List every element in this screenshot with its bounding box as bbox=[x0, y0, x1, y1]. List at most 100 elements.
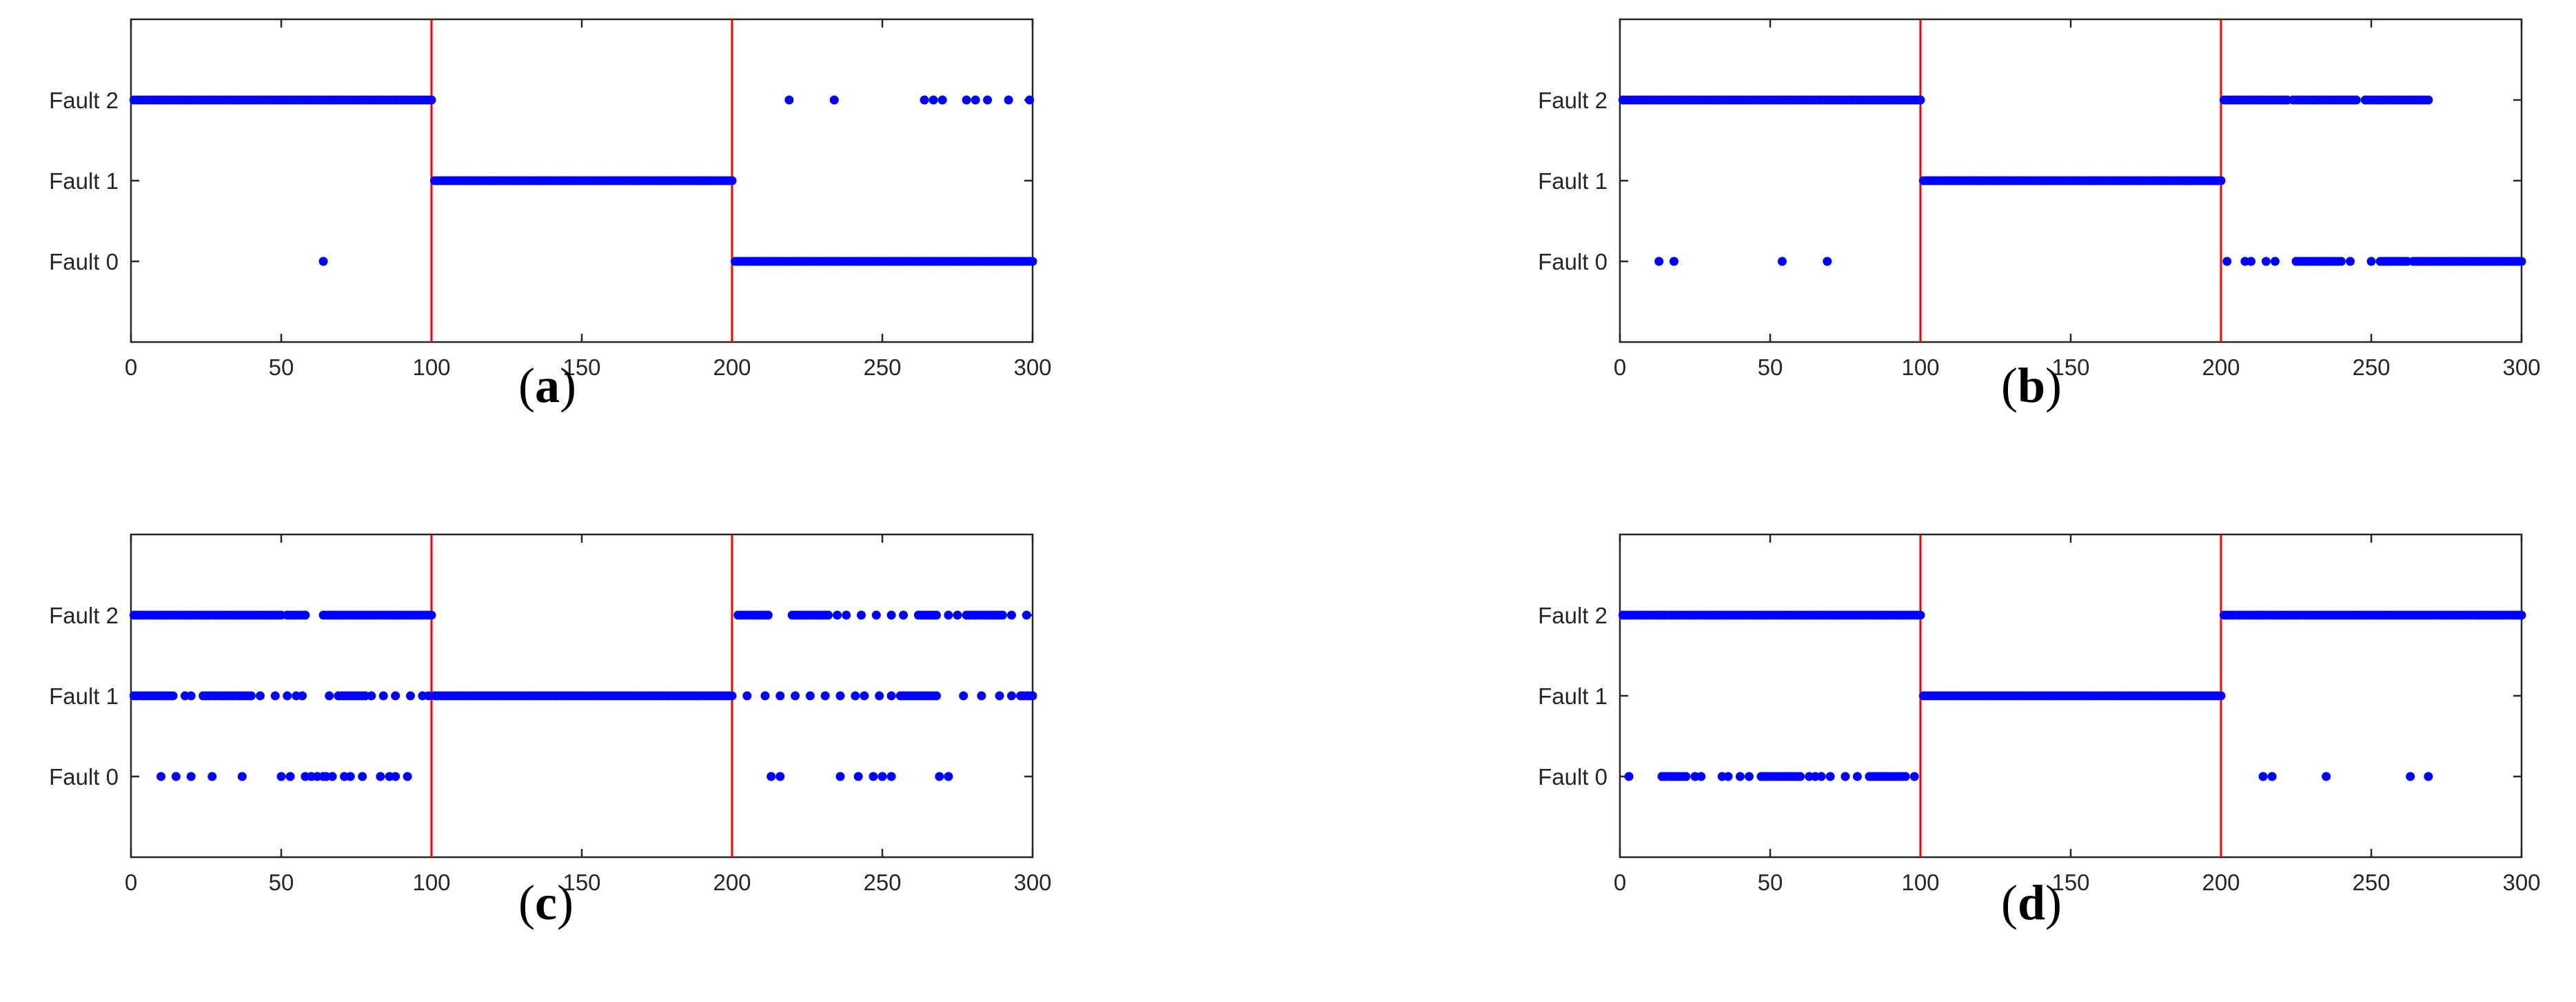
data-point bbox=[1735, 772, 1745, 781]
data-point bbox=[2517, 257, 2526, 266]
data-point bbox=[775, 691, 785, 701]
data-point bbox=[2351, 95, 2361, 105]
data-point bbox=[875, 691, 884, 701]
data-point bbox=[378, 691, 388, 701]
y-tick-label: Fault 1 bbox=[1538, 168, 1608, 194]
data-point bbox=[835, 691, 845, 701]
data-point bbox=[878, 772, 887, 781]
data-point bbox=[1840, 772, 1850, 781]
data-point bbox=[358, 772, 367, 781]
x-tick-label: 300 bbox=[2502, 354, 2540, 380]
x-tick-label: 100 bbox=[1901, 354, 1939, 380]
data-point bbox=[953, 610, 962, 620]
data-point bbox=[833, 610, 842, 620]
data-point bbox=[835, 772, 845, 781]
x-tick-label: 100 bbox=[1901, 870, 1939, 895]
data-point bbox=[325, 691, 334, 701]
x-tick-label: 250 bbox=[2352, 354, 2390, 380]
data-point bbox=[995, 691, 1004, 701]
data-point bbox=[929, 95, 938, 105]
x-tick-label: 250 bbox=[2352, 870, 2390, 895]
data-point bbox=[931, 610, 941, 620]
data-point bbox=[301, 610, 310, 620]
panel-letter: d bbox=[2017, 875, 2046, 930]
data-point bbox=[1823, 257, 1832, 266]
data-point bbox=[1900, 772, 1910, 781]
data-point bbox=[2247, 257, 2256, 266]
data-point bbox=[767, 772, 776, 781]
data-point bbox=[853, 772, 863, 781]
y-tick-label: Fault 2 bbox=[49, 603, 119, 628]
x-tick-label: 150 bbox=[562, 870, 600, 895]
data-point bbox=[851, 691, 860, 701]
data-point bbox=[856, 610, 866, 620]
x-tick-label: 200 bbox=[2202, 870, 2240, 895]
data-point bbox=[829, 95, 839, 105]
y-tick-label: Fault 2 bbox=[1538, 603, 1608, 628]
data-series bbox=[1618, 95, 2526, 266]
x-tick-label: 0 bbox=[1614, 354, 1626, 380]
data-point bbox=[1909, 772, 1919, 781]
x-tick-label: 150 bbox=[562, 354, 600, 380]
x-tick-label: 50 bbox=[269, 870, 294, 895]
data-point bbox=[171, 772, 181, 781]
data-point bbox=[276, 772, 286, 781]
x-tick-label: 100 bbox=[412, 870, 450, 895]
data-series bbox=[129, 95, 1037, 266]
data-point bbox=[427, 95, 436, 105]
panel-label-a: (a) bbox=[518, 358, 576, 413]
data-point bbox=[937, 95, 947, 105]
x-tick-label: 250 bbox=[863, 870, 901, 895]
data-point bbox=[944, 772, 953, 781]
data-point bbox=[2216, 176, 2226, 186]
data-point bbox=[1696, 772, 1706, 781]
data-point bbox=[246, 691, 256, 701]
data-point bbox=[2402, 257, 2412, 266]
data-point bbox=[2222, 257, 2232, 266]
data-point bbox=[886, 610, 896, 620]
data-point bbox=[977, 691, 986, 701]
x-tick-label: 200 bbox=[713, 870, 751, 895]
data-point bbox=[1723, 772, 1733, 781]
data-point bbox=[824, 610, 833, 620]
y-tick-label: Fault 2 bbox=[49, 88, 119, 113]
data-point bbox=[931, 691, 941, 701]
data-point bbox=[727, 176, 737, 186]
data-point bbox=[367, 691, 376, 701]
data-point bbox=[727, 691, 737, 701]
data-point bbox=[2298, 95, 2307, 105]
data-point bbox=[427, 610, 436, 620]
data-point bbox=[784, 95, 794, 105]
data-point bbox=[2406, 772, 2415, 781]
data-point bbox=[1028, 257, 1037, 266]
data-point bbox=[1022, 610, 1031, 620]
data-point bbox=[2366, 257, 2376, 266]
y-tick-label: Fault 1 bbox=[1538, 683, 1608, 709]
data-point bbox=[920, 95, 929, 105]
data-point bbox=[763, 610, 773, 620]
data-point bbox=[886, 772, 896, 781]
data-point bbox=[983, 95, 993, 105]
data-point bbox=[2345, 257, 2355, 266]
data-point bbox=[2322, 772, 2331, 781]
data-point bbox=[1025, 95, 1035, 105]
data-point bbox=[842, 610, 851, 620]
data-point bbox=[1006, 691, 1016, 701]
data-point bbox=[899, 610, 909, 620]
data-point bbox=[403, 772, 412, 781]
data-point bbox=[327, 772, 337, 781]
panel-label-c: (c) bbox=[518, 875, 574, 930]
data-point bbox=[129, 691, 139, 701]
x-tick-label: 50 bbox=[1758, 870, 1783, 895]
data-point bbox=[1916, 95, 1925, 105]
data-point bbox=[2282, 95, 2292, 105]
data-point bbox=[298, 691, 307, 701]
data-point bbox=[1654, 257, 1664, 266]
x-tick-label: 300 bbox=[1013, 354, 1051, 380]
data-point bbox=[345, 772, 355, 781]
data-point bbox=[2313, 95, 2322, 105]
data-point bbox=[944, 610, 953, 620]
panel-letter: c bbox=[534, 875, 557, 930]
